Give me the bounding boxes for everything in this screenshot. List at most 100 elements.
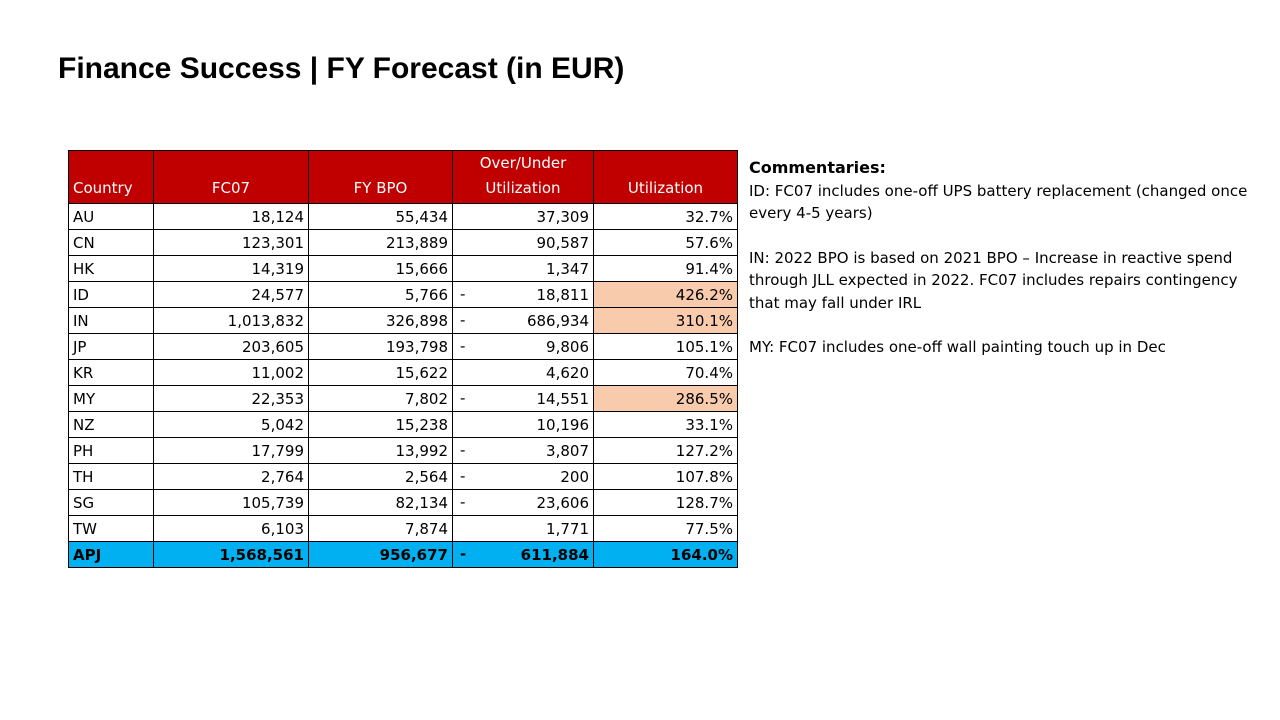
cell-utilization: 57.6% (593, 229, 738, 256)
cell-fc07: 105,739 (153, 489, 309, 516)
cell-sign: - (460, 311, 466, 329)
cell-sign: - (460, 285, 466, 303)
cell-fc07: 14,319 (153, 255, 309, 282)
cell-over-under-value: 200 (560, 467, 589, 486)
cell-utilization: 32.7% (593, 203, 738, 230)
cell-over-under: - 3,807 (452, 437, 594, 464)
cell-fy-bpo: 2,564 (308, 463, 453, 490)
cell-utilization: 426.2% (593, 281, 738, 308)
cell-fc07: 22,353 (153, 385, 309, 412)
page-title: Finance Success | FY Forecast (in EUR) (58, 52, 625, 85)
header-country: Country (68, 150, 154, 204)
cell-country: TH (68, 463, 154, 490)
cell-utilization: 286.5% (593, 385, 738, 412)
cell-over-under-value: 90,587 (536, 233, 590, 252)
cell-over-under: 4,620 (452, 359, 594, 386)
table-total-row: APJ 1,568,561 956,677- 611,884 164.0% (68, 541, 738, 568)
table-row: ID 24,577 5,766- 18,811 426.2% (68, 281, 738, 308)
cell-over-under-value: 3,807 (546, 441, 589, 460)
cell-fc07: 203,605 (153, 333, 309, 360)
cell-over-under: 37,309 (452, 203, 594, 230)
cell-over-under-value: 1,347 (546, 259, 589, 278)
table-body: AU 18,124 55,434 37,309 32.7% CN 123,301 213,88… (68, 203, 738, 568)
cell-fy-bpo: 326,898 (308, 307, 453, 334)
cell-over-under-value: 1,771 (546, 519, 589, 538)
table-row: HK 14,319 15,666 1,347 91.4% (68, 255, 738, 282)
cell-sign: - (460, 493, 466, 511)
cell-country: CN (68, 229, 154, 256)
cell-country: AU (68, 203, 154, 230)
cell-utilization: 127.2% (593, 437, 738, 464)
cell-fc07: 18,124 (153, 203, 309, 230)
cell-over-under: - 23,606 (452, 489, 594, 516)
forecast-table: Country FC07 FY BPO Over/Under Utilizati… (68, 150, 738, 568)
cell-country: NZ (68, 411, 154, 438)
table-row: TW 6,103 7,874 1,771 77.5% (68, 515, 738, 542)
cell-fy-bpo: 7,802 (308, 385, 453, 412)
cell-over-under: - 200 (452, 463, 594, 490)
table-row: AU 18,124 55,434 37,309 32.7% (68, 203, 738, 230)
cell-fc07: 6,103 (153, 515, 309, 542)
cell-fc07: 2,764 (153, 463, 309, 490)
cell-fy-bpo: 956,677 (308, 541, 453, 568)
commentaries-heading: Commentaries: (749, 158, 886, 177)
cell-fc07: 1,013,832 (153, 307, 309, 334)
cell-fc07: 123,301 (153, 229, 309, 256)
cell-fy-bpo: 15,666 (308, 255, 453, 282)
table-row: TH 2,764 2,564- 200 107.8% (68, 463, 738, 490)
cell-fc07: 5,042 (153, 411, 309, 438)
table-row: PH 17,799 13,992- 3,807 127.2% (68, 437, 738, 464)
commentaries-panel: Commentaries: ID: FC07 includes one-off … (749, 157, 1249, 359)
table-row: IN 1,013,832 326,898- 686,934 310.1% (68, 307, 738, 334)
cell-over-under: - 18,811 (452, 281, 594, 308)
commentary-in: IN: 2022 BPO is based on 2021 BPO – Incr… (749, 248, 1238, 312)
cell-utilization: 33.1% (593, 411, 738, 438)
cell-fy-bpo: 55,434 (308, 203, 453, 230)
cell-over-under-value: 4,620 (546, 363, 589, 382)
cell-sign: - (460, 441, 466, 459)
cell-country: KR (68, 359, 154, 386)
cell-utilization: 77.5% (593, 515, 738, 542)
cell-sign: - (460, 545, 467, 563)
cell-utilization: 107.8% (593, 463, 738, 490)
table-row: SG 105,739 82,134- 23,606 128.7% (68, 489, 738, 516)
cell-over-under: 1,347 (452, 255, 594, 282)
header-over-under-utilization: Over/Under Utilization (452, 150, 594, 204)
table-row: NZ 5,042 15,238 10,196 33.1% (68, 411, 738, 438)
cell-over-under: - 611,884 (452, 541, 594, 568)
cell-utilization: 70.4% (593, 359, 738, 386)
commentary-my: MY: FC07 includes one-off wall painting … (749, 338, 1166, 356)
cell-over-under: - 14,551 (452, 385, 594, 412)
cell-over-under-value: 14,551 (536, 389, 590, 408)
cell-country: IN (68, 307, 154, 334)
cell-utilization: 310.1% (593, 307, 738, 334)
header-utilization: Utilization (593, 150, 738, 204)
table-row: MY 22,353 7,802- 14,551 286.5% (68, 385, 738, 412)
commentary-spacer (749, 314, 1249, 336)
table-row: JP 203,605 193,798- 9,806 105.1% (68, 333, 738, 360)
cell-fy-bpo: 15,238 (308, 411, 453, 438)
cell-over-under: - 9,806 (452, 333, 594, 360)
cell-over-under-value: 611,884 (520, 545, 589, 564)
header-fy-bpo: FY BPO (308, 150, 453, 204)
commentary-spacer (749, 225, 1249, 247)
cell-fy-bpo: 13,992 (308, 437, 453, 464)
cell-fy-bpo: 193,798 (308, 333, 453, 360)
table-row: CN 123,301 213,889 90,587 57.6% (68, 229, 738, 256)
cell-fc07: 1,568,561 (153, 541, 309, 568)
cell-fy-bpo: 7,874 (308, 515, 453, 542)
cell-utilization: 105.1% (593, 333, 738, 360)
cell-country: APJ (68, 541, 154, 568)
cell-country: SG (68, 489, 154, 516)
cell-over-under: - 686,934 (452, 307, 594, 334)
cell-over-under: 90,587 (452, 229, 594, 256)
cell-country: JP (68, 333, 154, 360)
cell-fc07: 17,799 (153, 437, 309, 464)
cell-sign: - (460, 467, 466, 485)
cell-over-under-value: 18,811 (536, 285, 590, 304)
cell-over-under: 1,771 (452, 515, 594, 542)
cell-country: ID (68, 281, 154, 308)
commentary-id: ID: FC07 includes one-off UPS battery re… (749, 181, 1248, 223)
cell-country: PH (68, 437, 154, 464)
cell-country: HK (68, 255, 154, 282)
